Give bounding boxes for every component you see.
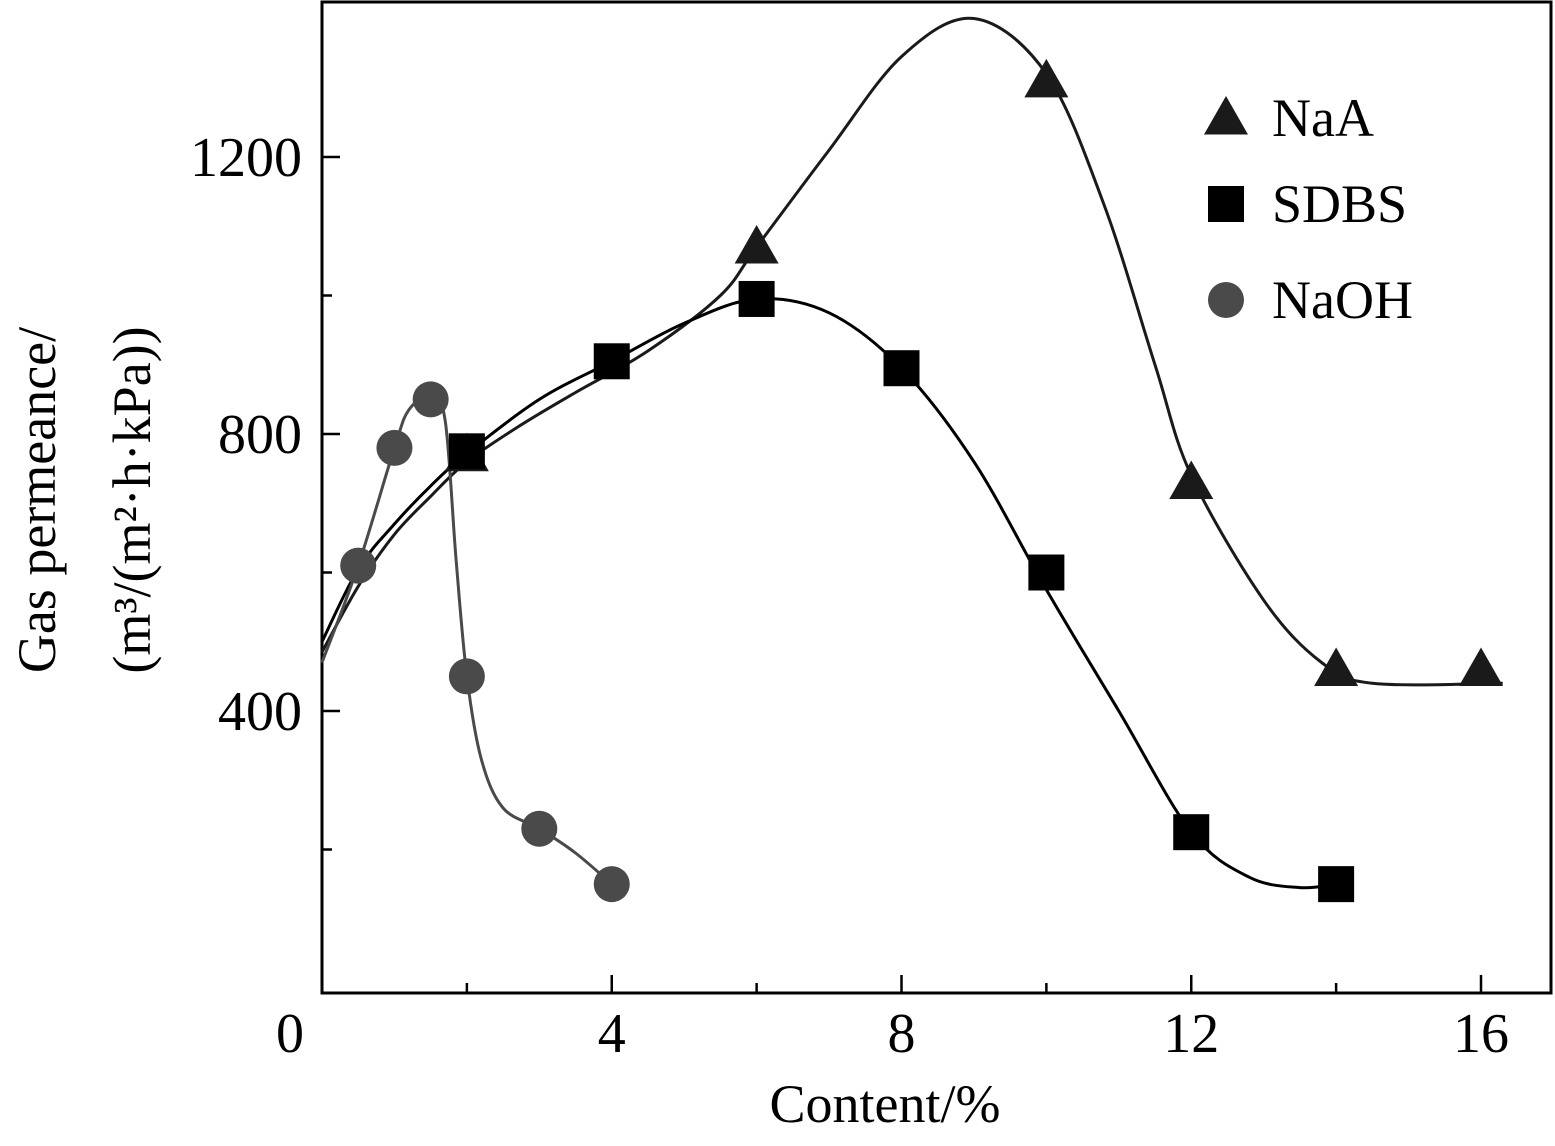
x-tick-label: 8	[888, 1003, 916, 1065]
data-point-sdbs	[883, 350, 920, 387]
data-point-naa	[1024, 58, 1069, 98]
y-tick-label: 1200	[190, 127, 302, 189]
data-point-naoh	[376, 429, 413, 466]
x-tick-label: 4	[598, 1003, 626, 1065]
data-point-sdbs	[1173, 814, 1210, 851]
y-tick-label: 400	[218, 681, 302, 743]
legend-label-sdbs: SDBS	[1272, 174, 1407, 234]
data-point-naoh	[340, 547, 377, 584]
data-point-naoh	[593, 866, 630, 903]
y-tick-label: 800	[218, 404, 302, 466]
data-point-naoh	[412, 381, 449, 418]
data-point-naoh	[521, 810, 558, 847]
x-axis-label: Content/%	[770, 1074, 1001, 1134]
x-tick-label: 16	[1453, 1003, 1509, 1065]
y-axis-label-line1: Gas permeance/	[7, 327, 67, 673]
legend-marker-sdbs	[1208, 186, 1244, 222]
x-tick-label: 0	[276, 1003, 304, 1065]
data-point-sdbs	[1028, 554, 1065, 591]
plot-frame	[320, 0, 1553, 995]
series-line-sdbs	[320, 297, 1337, 890]
data-point-sdbs	[1318, 866, 1355, 903]
legend-marker-naoh	[1208, 282, 1244, 318]
data-point-naa	[734, 225, 779, 264]
data-point-sdbs	[738, 280, 775, 317]
data-point-sdbs	[593, 343, 630, 380]
data-point-naa	[1314, 647, 1359, 686]
legend-marker-naa	[1204, 96, 1248, 135]
data-point-sdbs	[448, 433, 485, 470]
legend-label-naoh: NaOH	[1272, 270, 1413, 330]
data-point-naoh	[448, 658, 485, 695]
data-point-naa	[1459, 647, 1503, 686]
x-tick-label: 12	[1163, 1003, 1219, 1065]
legend-label-naa: NaA	[1272, 88, 1374, 148]
data-point-naa	[1169, 460, 1214, 499]
y-axis-label-line2: (m³/(m²·h·kPa))	[102, 326, 162, 673]
